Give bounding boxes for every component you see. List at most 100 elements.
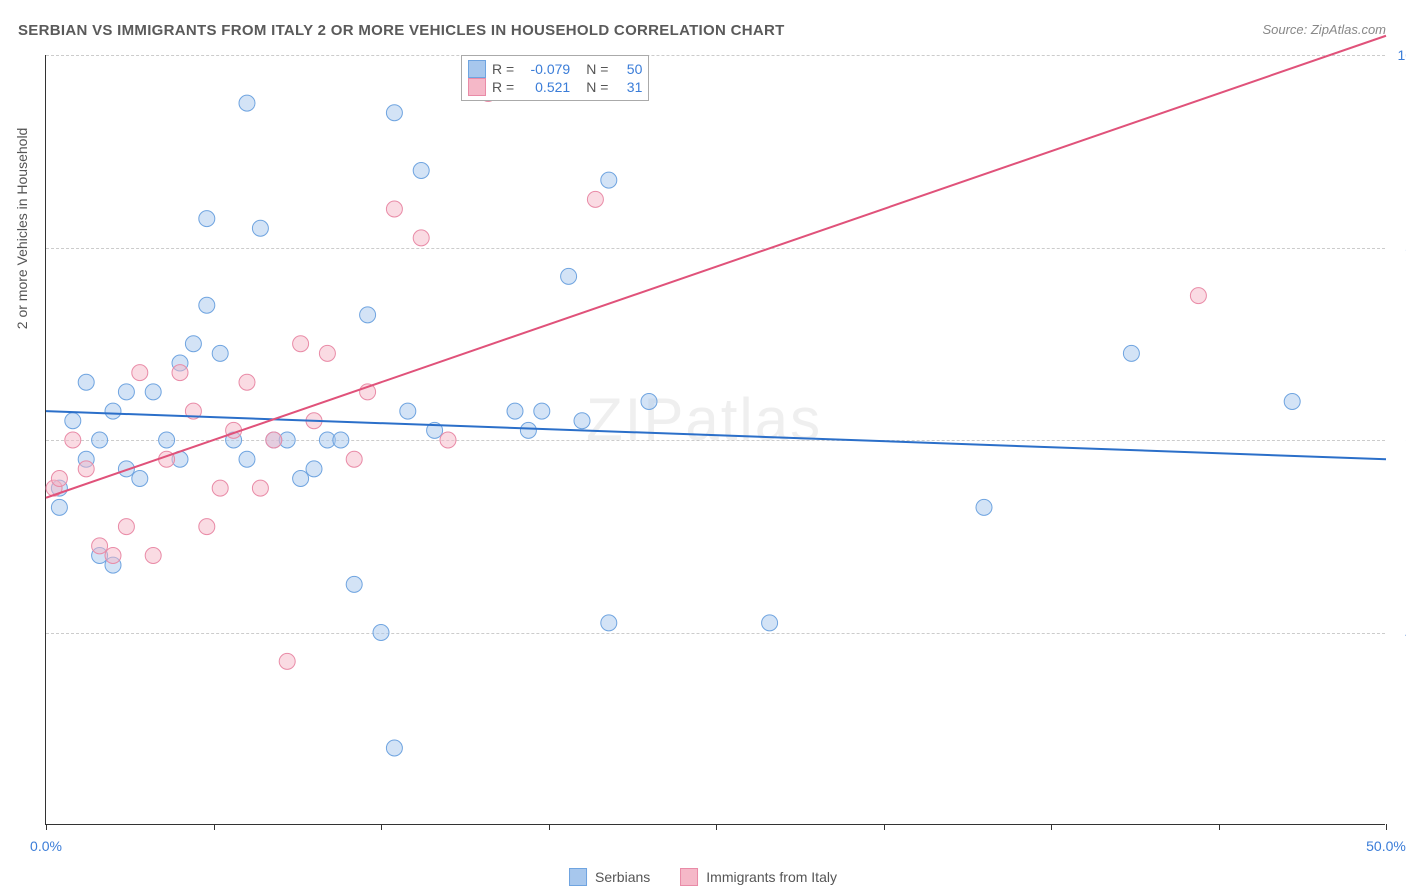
legend-swatch xyxy=(680,868,698,886)
x-tick xyxy=(716,824,717,830)
scatter-point xyxy=(132,471,148,487)
scatter-point xyxy=(105,403,121,419)
plot-area: 40.0%60.0%80.0%100.0% ZIPatlas R =-0.079… xyxy=(45,55,1385,825)
correlation-stats-box: R = -0.079 N = 50 R = 0.521 N = 31 xyxy=(461,55,649,101)
scatter-point xyxy=(1123,345,1139,361)
scatter-point xyxy=(507,403,523,419)
x-tick-label: 0.0% xyxy=(30,838,62,854)
scatter-point xyxy=(92,432,108,448)
y-tick-label: 80.0% xyxy=(1390,240,1406,256)
x-tick xyxy=(381,824,382,830)
scatter-point xyxy=(574,413,590,429)
scatter-point xyxy=(1284,394,1300,410)
x-tick xyxy=(884,824,885,830)
x-tick xyxy=(549,824,550,830)
scatter-point xyxy=(239,95,255,111)
legend-swatch xyxy=(569,868,587,886)
scatter-point xyxy=(145,548,161,564)
scatter-point xyxy=(386,105,402,121)
scatter-point xyxy=(520,422,536,438)
scatter-point xyxy=(172,365,188,381)
scatter-point xyxy=(440,432,456,448)
scatter-point xyxy=(78,461,94,477)
scatter-point xyxy=(132,365,148,381)
scatter-point xyxy=(319,345,335,361)
legend-label: Immigrants from Italy xyxy=(706,869,837,885)
r-label: R = xyxy=(492,61,514,77)
scatter-point xyxy=(413,163,429,179)
r-value: -0.079 xyxy=(520,61,570,77)
scatter-point xyxy=(118,384,134,400)
scatter-point xyxy=(333,432,349,448)
r-value: 0.521 xyxy=(520,79,570,95)
x-tick xyxy=(1051,824,1052,830)
scatter-point xyxy=(561,268,577,284)
scatter-point xyxy=(185,336,201,352)
scatter-point xyxy=(279,653,295,669)
scatter-point xyxy=(159,432,175,448)
legend-item: Immigrants from Italy xyxy=(680,868,837,886)
scatter-point xyxy=(65,413,81,429)
scatter-point xyxy=(212,345,228,361)
chart-title: SERBIAN VS IMMIGRANTS FROM ITALY 2 OR MO… xyxy=(18,22,785,39)
scatter-point xyxy=(118,519,134,535)
scatter-point xyxy=(386,201,402,217)
scatter-chart xyxy=(46,55,1385,824)
legend-label: Serbians xyxy=(595,869,650,885)
scatter-point xyxy=(976,499,992,515)
n-label: N = xyxy=(586,79,608,95)
scatter-point xyxy=(239,374,255,390)
y-axis-label: 2 or more Vehicles in Household xyxy=(14,128,30,330)
scatter-point xyxy=(239,451,255,467)
source-label: Source: ZipAtlas.com xyxy=(1262,22,1386,37)
n-value: 50 xyxy=(614,61,642,77)
scatter-point xyxy=(413,230,429,246)
x-tick xyxy=(46,824,47,830)
r-label: R = xyxy=(492,79,514,95)
scatter-point xyxy=(641,394,657,410)
scatter-point xyxy=(587,191,603,207)
x-tick xyxy=(214,824,215,830)
stat-row: R = 0.521 N = 31 xyxy=(468,78,642,96)
scatter-point xyxy=(266,432,282,448)
n-label: N = xyxy=(586,61,608,77)
scatter-point xyxy=(306,461,322,477)
scatter-point xyxy=(534,403,550,419)
legend: Serbians Immigrants from Italy xyxy=(569,868,837,886)
scatter-point xyxy=(601,615,617,631)
scatter-point xyxy=(346,451,362,467)
scatter-point xyxy=(212,480,228,496)
scatter-point xyxy=(145,384,161,400)
scatter-point xyxy=(199,519,215,535)
y-tick-label: 60.0% xyxy=(1390,432,1406,448)
scatter-point xyxy=(601,172,617,188)
scatter-point xyxy=(65,432,81,448)
scatter-point xyxy=(199,297,215,313)
scatter-point xyxy=(51,499,67,515)
n-value: 31 xyxy=(614,79,642,95)
y-tick-label: 100.0% xyxy=(1390,47,1406,63)
x-tick xyxy=(1386,824,1387,830)
scatter-point xyxy=(293,471,309,487)
scatter-point xyxy=(386,740,402,756)
scatter-point xyxy=(762,615,778,631)
stat-row: R = -0.079 N = 50 xyxy=(468,60,642,78)
scatter-point xyxy=(199,211,215,227)
scatter-point xyxy=(360,307,376,323)
legend-swatch xyxy=(468,60,486,78)
scatter-point xyxy=(252,220,268,236)
x-tick xyxy=(1219,824,1220,830)
scatter-point xyxy=(1190,288,1206,304)
x-tick-label: 50.0% xyxy=(1366,838,1406,854)
y-tick-label: 40.0% xyxy=(1390,625,1406,641)
scatter-point xyxy=(92,538,108,554)
scatter-point xyxy=(346,576,362,592)
scatter-point xyxy=(78,374,94,390)
legend-item: Serbians xyxy=(569,868,650,886)
legend-swatch xyxy=(468,78,486,96)
scatter-point xyxy=(373,625,389,641)
scatter-point xyxy=(51,471,67,487)
scatter-point xyxy=(400,403,416,419)
scatter-point xyxy=(252,480,268,496)
scatter-point xyxy=(293,336,309,352)
